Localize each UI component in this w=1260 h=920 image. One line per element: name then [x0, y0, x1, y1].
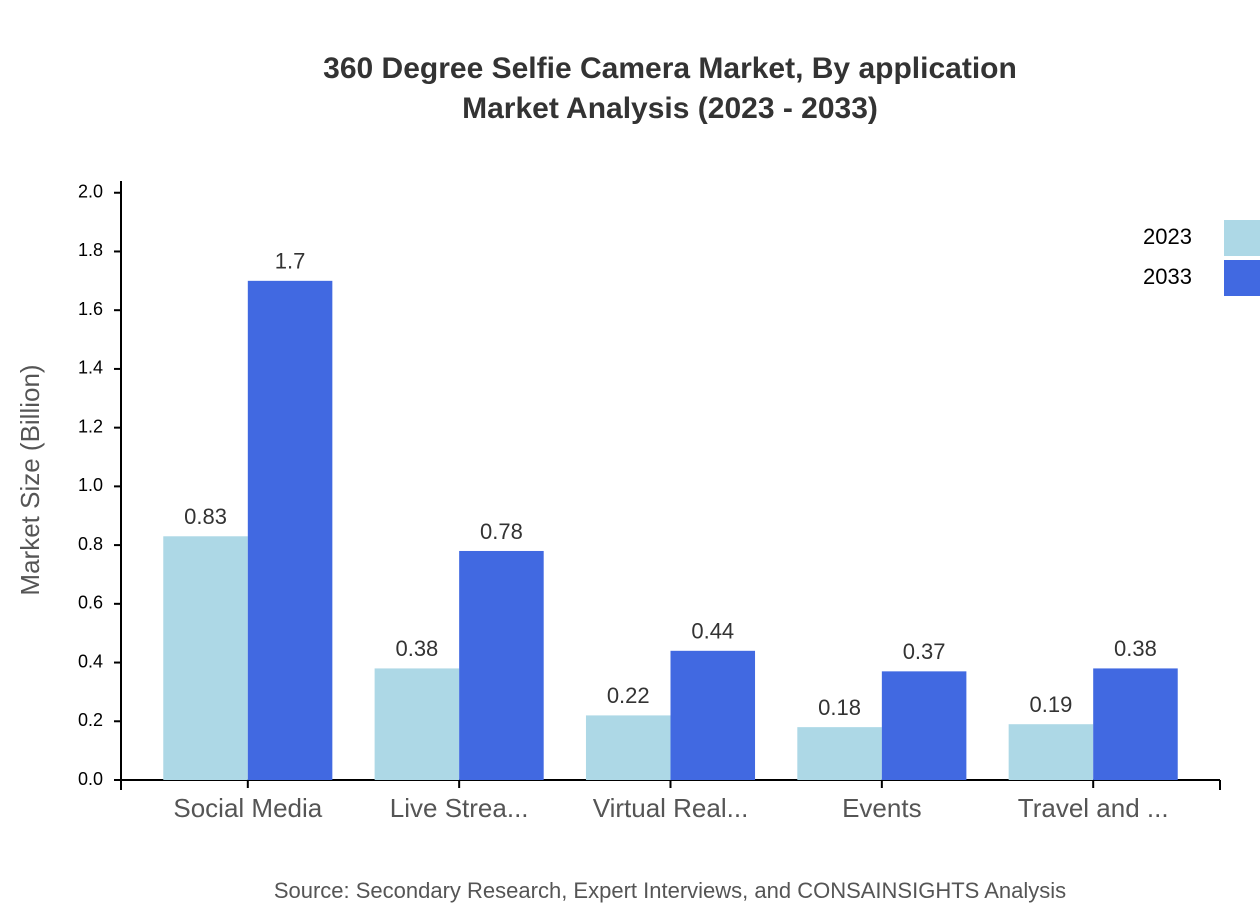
- value-label: 0.37: [903, 639, 946, 664]
- y-axis-title: Market Size (Billion): [15, 364, 45, 595]
- value-label: 0.83: [184, 504, 227, 529]
- y-tick-label: 2.0: [78, 181, 103, 201]
- legend-swatch: [1224, 220, 1260, 256]
- value-label: 0.19: [1030, 692, 1073, 717]
- value-label: 0.38: [395, 636, 438, 661]
- value-label: 1.7: [275, 249, 306, 274]
- x-tick-label: Events: [842, 793, 922, 823]
- x-tick-label: Live Strea...: [390, 793, 529, 823]
- source-note: Source: Secondary Research, Expert Inter…: [274, 878, 1066, 903]
- y-tick-label: 1.4: [78, 358, 103, 378]
- y-tick-label: 0.2: [78, 710, 103, 730]
- y-tick-label: 0.6: [78, 593, 103, 613]
- chart-title: 360 Degree Selfie Camera Market, By appl…: [323, 52, 1017, 85]
- y-tick-label: 0.0: [78, 769, 103, 789]
- y-tick-label: 1.0: [78, 475, 103, 495]
- bar: [1008, 724, 1094, 780]
- bar: [459, 550, 544, 780]
- bar: [247, 280, 333, 780]
- value-label: 0.22: [607, 683, 650, 708]
- bar: [585, 715, 671, 780]
- legend-label: 2033: [1143, 264, 1192, 289]
- bar: [881, 671, 967, 780]
- value-label: 0.18: [818, 695, 861, 720]
- y-tick-label: 0.4: [78, 651, 103, 671]
- y-tick-label: 1.2: [78, 416, 103, 436]
- y-tick-label: 1.6: [78, 299, 103, 319]
- x-tick-label: Travel and ...: [1018, 793, 1169, 823]
- value-label: 0.44: [691, 619, 734, 644]
- chart-subtitle: Market Analysis (2023 - 2033): [462, 92, 878, 125]
- legend-swatch: [1224, 260, 1260, 296]
- bar: [670, 650, 756, 780]
- value-label: 0.38: [1114, 636, 1157, 661]
- y-tick-label: 1.8: [78, 240, 103, 260]
- bar: [163, 536, 248, 780]
- bar: [797, 727, 882, 780]
- bar: [374, 668, 460, 780]
- y-tick-label: 0.8: [78, 534, 103, 554]
- value-label: 0.78: [480, 519, 523, 544]
- x-tick-label: Social Media: [173, 793, 322, 823]
- bar: [1093, 668, 1178, 780]
- legend-label: 2023: [1143, 224, 1192, 249]
- x-tick-label: Virtual Real...: [593, 793, 749, 823]
